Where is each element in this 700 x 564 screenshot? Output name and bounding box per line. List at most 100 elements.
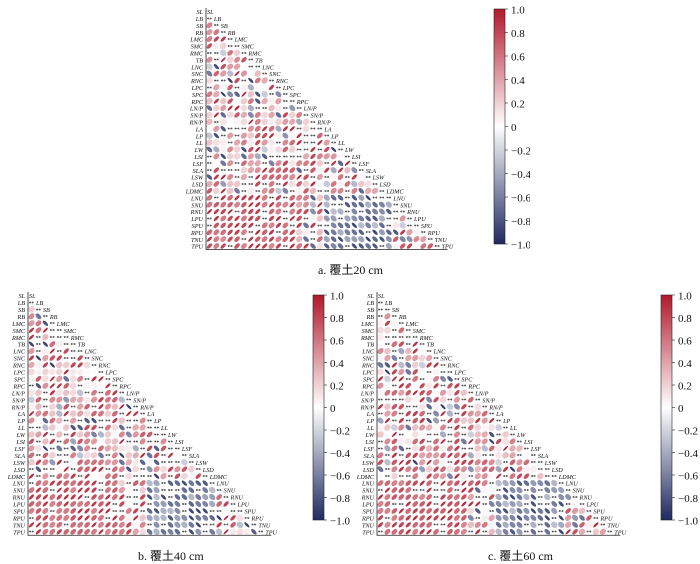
correlation-ellipse (377, 389, 384, 397)
significance-mark: ** (182, 454, 188, 460)
row-label: LB (17, 300, 25, 307)
correlation-ellipse (344, 215, 351, 222)
significance-mark: ** (147, 475, 153, 481)
correlation-ellipse (62, 389, 70, 397)
row-label: RNU (361, 495, 375, 502)
correlation-ellipse (132, 458, 140, 466)
correlation-ellipse (98, 494, 104, 500)
correlation-ellipse (220, 112, 227, 118)
row-label: RMC (189, 50, 204, 57)
correlation-ellipse (49, 362, 55, 368)
correlation-ellipse (586, 515, 592, 521)
correlation-ellipse (289, 139, 296, 146)
correlation-ellipse (537, 472, 544, 480)
correlation-ellipse (28, 522, 35, 528)
correlation-ellipse (426, 396, 433, 403)
correlation-ellipse (28, 458, 35, 466)
correlation-ellipse (418, 347, 426, 355)
correlation-ellipse (241, 91, 247, 97)
correlation-ellipse (236, 514, 244, 522)
correlation-ellipse (398, 424, 405, 431)
significance-mark: ** (154, 426, 160, 432)
row-label: RPU (12, 515, 26, 522)
significance-mark: ** (379, 196, 385, 202)
correlation-ellipse (384, 528, 391, 535)
significance-mark: ** (310, 141, 316, 147)
correlation-ellipse (255, 208, 261, 215)
correlation-ellipse (461, 501, 467, 507)
row-label: SL (196, 9, 203, 16)
correlation-ellipse (219, 118, 227, 126)
correlation-ellipse (289, 126, 295, 132)
correlation-ellipse (413, 242, 420, 250)
correlation-ellipse (91, 417, 97, 424)
correlation-ellipse (426, 529, 432, 535)
correlation-ellipse (303, 160, 309, 167)
correlation-ellipse (384, 424, 391, 431)
correlation-ellipse (247, 84, 254, 91)
correlation-ellipse (49, 480, 55, 486)
diagonal-label: LW (167, 432, 177, 439)
correlation-ellipse (383, 431, 391, 438)
correlation-ellipse (240, 97, 248, 105)
diagonal-label: SN/P (133, 397, 146, 404)
correlation-ellipse (275, 187, 282, 195)
caption-a: a. 覆土20 cm (318, 263, 383, 277)
correlation-ellipse (268, 187, 275, 194)
correlation-ellipse (34, 417, 42, 425)
correlation-ellipse (330, 194, 337, 201)
correlation-ellipse (398, 347, 405, 355)
significance-mark: ** (168, 461, 174, 467)
correlation-ellipse (247, 132, 255, 139)
significance-mark: ** (251, 523, 257, 529)
correlation-ellipse (275, 222, 282, 229)
correlation-ellipse (447, 480, 453, 487)
correlation-ellipse (488, 424, 496, 431)
colorbar-bar (312, 294, 325, 521)
significance-mark: ** (413, 405, 419, 411)
correlation-ellipse (398, 383, 404, 389)
diagonal-label: LB (384, 300, 392, 307)
correlation-ellipse (84, 521, 90, 528)
correlation-ellipse (146, 431, 153, 438)
correlation-ellipse (77, 445, 84, 452)
significance-mark: ** (29, 426, 35, 432)
correlation-ellipse (405, 466, 412, 473)
row-label: LB (366, 300, 374, 307)
correlation-ellipse (384, 521, 391, 528)
correlation-ellipse (195, 473, 202, 479)
significance-mark: ** (406, 336, 412, 342)
significance-mark: ** (433, 523, 439, 529)
correlation-ellipse (509, 445, 516, 452)
correlation-ellipse (474, 459, 481, 466)
correlation-ellipse (254, 77, 261, 84)
row-label: LSD (191, 182, 204, 189)
significance-mark: ** (175, 447, 181, 453)
correlation-ellipse (384, 362, 391, 368)
correlation-ellipse (391, 445, 398, 452)
correlation-ellipse (351, 174, 358, 180)
correlation-ellipse (227, 222, 233, 229)
significance-mark: ** (283, 196, 289, 202)
correlation-ellipse (146, 508, 153, 514)
correlation-ellipse (261, 118, 268, 126)
row-label: LSW (12, 460, 26, 467)
significance-mark: ** (43, 405, 49, 411)
correlation-ellipse (146, 479, 153, 487)
significance-mark: ** (303, 148, 309, 154)
significance-mark: ** (524, 502, 530, 508)
significance-mark: ** (447, 370, 453, 376)
correlation-ellipse (377, 326, 384, 334)
correlation-ellipse (282, 146, 289, 153)
correlation-ellipse (84, 403, 90, 410)
diagonal-label: LSF (358, 161, 370, 168)
correlation-ellipse (460, 528, 467, 535)
row-label: LPC (13, 370, 26, 377)
correlation-ellipse (70, 494, 76, 500)
correlation-ellipse (337, 229, 344, 236)
correlation-ellipse (146, 494, 153, 500)
diagonal-label: LA (146, 411, 154, 418)
correlation-ellipse (330, 243, 337, 249)
correlation-ellipse (227, 201, 233, 208)
correlation-ellipse (351, 229, 358, 236)
